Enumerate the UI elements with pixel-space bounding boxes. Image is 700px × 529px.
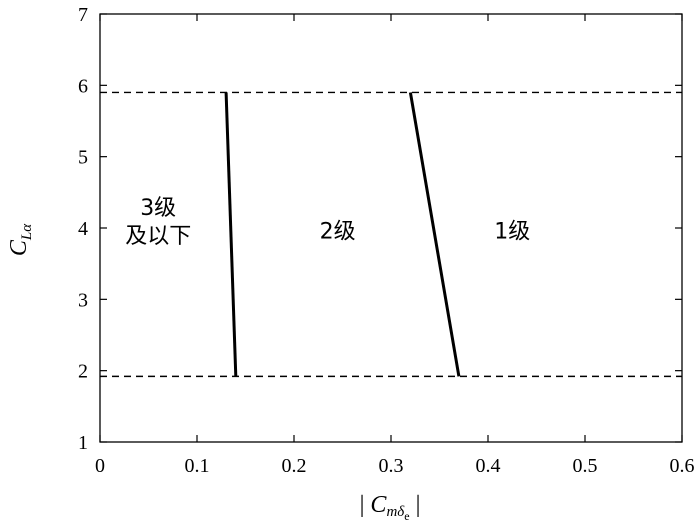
region-label-line: 2级 [320,220,356,245]
x-tick-label: 0.5 [573,455,598,477]
region-label-line: 3级 [140,196,176,221]
boundary-lines [224,92,461,377]
x-tick-label: 0 [95,455,105,477]
y-axis-label-sub: Lα [19,223,35,241]
y-axis-label-main: C [6,239,32,256]
region-label: 1级 [494,220,530,245]
x-axis-label-subsub: e [404,509,409,523]
region-annotations: 3级及以下 2级 1级 [125,196,530,249]
y-tick-label: 7 [78,4,88,26]
axis-ticks: 0 0.1 0.2 0.3 0.4 0.5 0.6 1 2 3 4 5 6 7 [78,4,695,477]
y-tick-label: 5 [78,147,88,169]
y-tick-label: 2 [78,361,88,383]
region-label-line: 1级 [494,220,530,245]
y-axis-label: CLα [6,223,35,256]
reference-lines [100,91,682,378]
x-axis-label: | Cmδe | [360,492,421,523]
y-tick-label: 1 [78,432,88,454]
y-tick-label: 6 [78,75,88,97]
x-tick-label: 0.3 [379,455,404,477]
region-label: 2级 [320,220,356,245]
boundary-line [408,92,461,377]
x-tick-label: 0.6 [670,455,695,477]
region-label: 3级及以下 [125,196,191,249]
x-axis-label-suffix: | [410,492,421,518]
x-tick-label: 0.2 [282,455,307,477]
x-tick-label: 0.1 [185,455,210,477]
x-axis-label-sub: mδ [386,504,405,520]
x-tick-label: 0.4 [476,455,501,477]
y-tick-label: 4 [78,218,88,240]
x-axis-label-main: C [370,492,387,518]
boundary-line [224,92,238,377]
y-tick-label: 3 [78,289,88,311]
region-label-line: 及以下 [125,224,191,249]
x-axis-label-prefix: | [360,492,371,518]
